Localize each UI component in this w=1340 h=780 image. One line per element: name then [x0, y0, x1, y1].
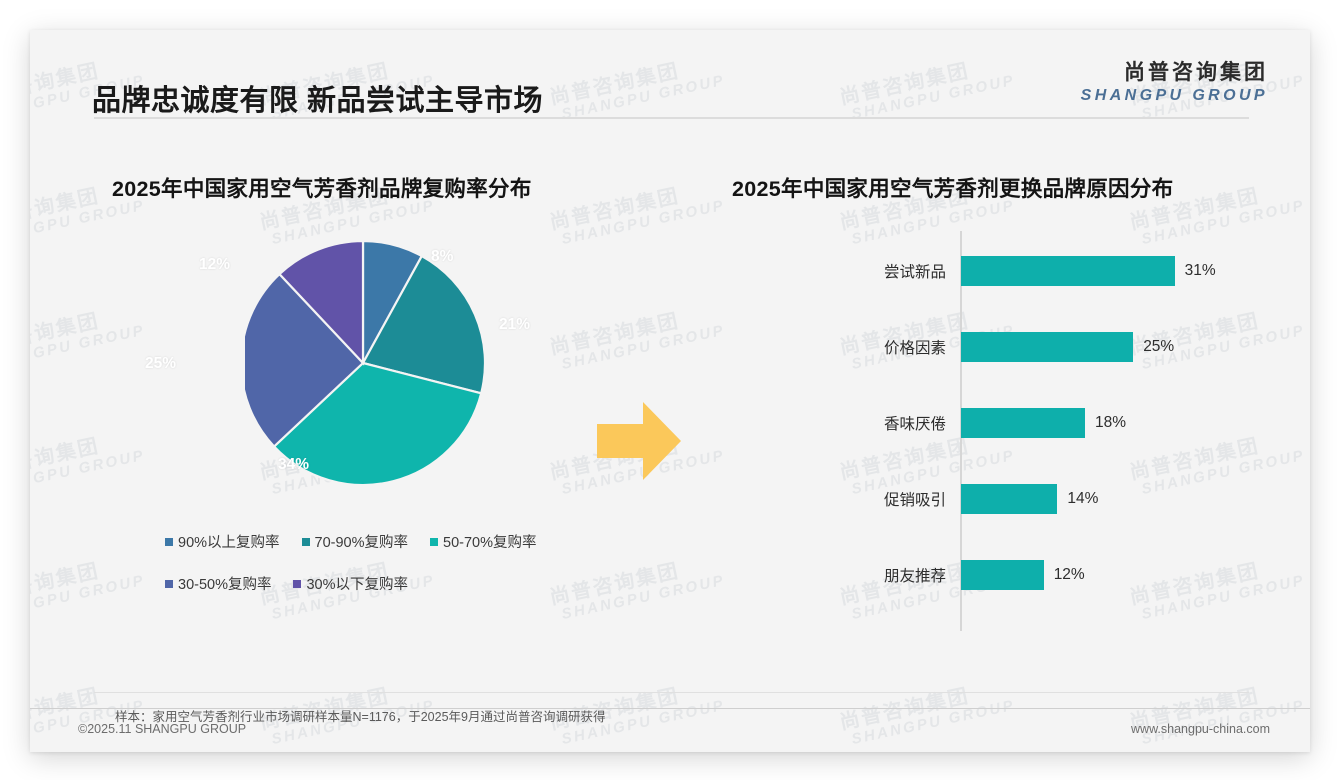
pie-slice-3[interactable]: [245, 272, 365, 449]
pie-legend: 90%以上复购率 70-90%复购率 50-70%复购率 30-50%复购率: [165, 531, 615, 594]
charts-area: 2025年中国家用空气芳香剂品牌复购率分布 8% 21% 34% 25% 12%…: [30, 126, 1310, 671]
legend-item-1[interactable]: 70-90%复购率: [301, 531, 409, 552]
header-divider: [94, 117, 1249, 119]
bar-fill-3[interactable]: [961, 484, 1058, 514]
bar-fill-1[interactable]: [961, 332, 1134, 362]
logo-chinese-text: 尚普咨询集团: [1124, 61, 1268, 84]
bar-chart-axis: [960, 231, 962, 631]
slide-card: 尚普咨询集团 SHANGPU GROUP 尚普咨询集团 SHANGPU GROUP 尚普…: [30, 30, 1310, 752]
pie-chart-title: 2025年中国家用空气芳香剂品牌复购率分布: [112, 177, 532, 201]
bar-value-label-1: 25%: [1143, 338, 1175, 355]
bar-fill-2[interactable]: [961, 408, 1085, 438]
bar-category-label-1: 价格因素: [883, 340, 946, 357]
note-divider: [94, 692, 1249, 693]
footer-copyright: ©2025.11 SHANGPU GROUP: [78, 722, 247, 736]
legend-swatch-icon-4: [293, 579, 302, 588]
legend-label-2: 50-70%复购率: [443, 535, 537, 551]
pie-label-1: 21%: [499, 316, 531, 333]
pie-slice-4[interactable]: [277, 239, 365, 366]
footer-website[interactable]: www.shangpu-china.com: [1131, 722, 1270, 736]
bar-value-label-0: 31%: [1184, 262, 1216, 279]
slide-footer: ©2025.11 SHANGPU GROUP www.shangpu-china…: [30, 708, 1310, 752]
pie-label-0: 8%: [431, 248, 454, 265]
legend-swatch-icon-1: [301, 537, 310, 546]
legend-item-3[interactable]: 30-50%复购率: [165, 573, 271, 594]
bar-value-label-3: 14%: [1067, 490, 1099, 507]
bar-value-label-2: 18%: [1095, 414, 1127, 431]
pie-label-4: 12%: [199, 256, 231, 273]
legend-label-4: 30%以下复购率: [306, 577, 409, 593]
source-note-text: 样本：家用空气芳香剂行业市场调研样本量N=1176，于2025年9月通过尚普咨询…: [115, 710, 606, 724]
legend-label-0: 90%以上复购率: [178, 535, 280, 551]
legend-row-2: 30-50%复购率 30%以下复购率: [165, 573, 615, 594]
bar-category-label-2: 香味厌倦: [883, 416, 946, 433]
legend-label-3: 30-50%复购率: [178, 577, 272, 593]
bar-chart-panel: 2025年中国家用空气芳香剂更换品牌原因分布 尝试新品 31% 价格因素 25% 香味厌…: [710, 126, 1300, 671]
bar-fill-0[interactable]: [961, 256, 1175, 286]
bar-row[interactable]: 香味厌倦 18%: [710, 401, 1300, 445]
brand-logo: 尚普咨询集团 SHANGPU GROUP: [1081, 56, 1268, 105]
legend-label-1: 70-90%复购率: [314, 535, 409, 551]
legend-item-2[interactable]: 50-70%复购率: [430, 531, 537, 552]
bar-chart: 尝试新品 31% 价格因素 25% 香味厌倦 18% 促销吸引 14% 朋友推荐 12%: [710, 231, 1300, 651]
bar-row[interactable]: 尝试新品 31%: [710, 249, 1300, 293]
bar-category-label-4: 朋友推荐: [883, 568, 946, 585]
legend-item-0[interactable]: 90%以上复购率: [165, 531, 280, 552]
bar-category-label-0: 尝试新品: [883, 264, 946, 281]
bar-row[interactable]: 朋友推荐 12%: [710, 553, 1300, 597]
pie-slice-2[interactable]: [272, 361, 483, 487]
pie-chart: 8% 21% 34% 25% 12%: [85, 221, 685, 511]
bar-value-label-4: 12%: [1053, 566, 1085, 583]
bar-row[interactable]: 促销吸引 14%: [710, 477, 1300, 521]
bar-chart-title: 2025年中国家用空气芳香剂更换品牌原因分布: [732, 177, 1174, 201]
legend-item-4[interactable]: 30%以下复购率: [293, 573, 408, 594]
bar-row[interactable]: 价格因素 25%: [710, 325, 1300, 369]
bar-fill-4[interactable]: [961, 560, 1044, 590]
legend-swatch-icon-3: [165, 579, 173, 588]
bar-category-label-3: 促销吸引: [883, 492, 946, 509]
pie-label-3: 25%: [145, 355, 177, 372]
logo-english-text: SHANGPU GROUP: [1080, 87, 1268, 104]
footer-divider: [30, 708, 1310, 709]
right-arrow-icon: [593, 398, 685, 489]
pie-chart-panel: 2025年中国家用空气芳香剂品牌复购率分布 8% 21% 34% 25% 12%…: [85, 126, 685, 671]
pie-label-2: 34%: [278, 456, 310, 473]
legend-row-1: 90%以上复购率 70-90%复购率 50-70%复购率: [165, 531, 615, 552]
slide-header: 品牌忠诚度有限 新品尝试主导市场 尚普咨询集团 SHANGPU GROUP: [30, 30, 1310, 119]
pie-svg: [245, 239, 487, 487]
page-title: 品牌忠诚度有限 新品尝试主导市场: [92, 85, 544, 117]
pie-slice-1[interactable]: [361, 254, 487, 395]
legend-swatch-icon-2: [430, 537, 439, 546]
legend-swatch-icon-0: [165, 537, 173, 546]
